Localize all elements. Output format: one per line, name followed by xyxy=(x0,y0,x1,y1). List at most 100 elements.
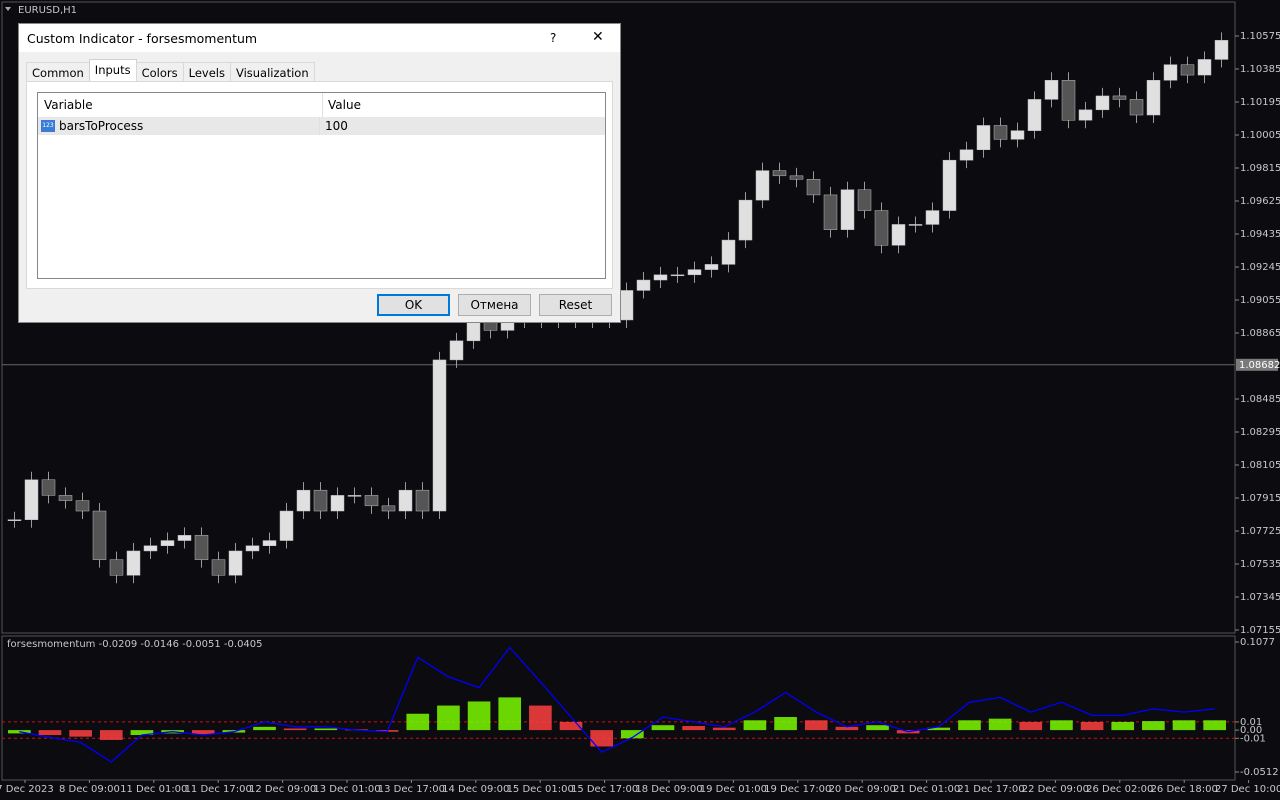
candle xyxy=(619,290,634,321)
candle xyxy=(1112,95,1127,100)
indicator-tick-label: 0.1077 xyxy=(1240,637,1275,648)
candle xyxy=(364,495,379,507)
histogram-bar xyxy=(437,705,460,731)
time-label: 15 Dec 01:00 xyxy=(507,784,574,795)
price-tick-label: 1.08295 xyxy=(1240,427,1280,438)
histogram-bar xyxy=(1080,721,1104,731)
histogram-bar xyxy=(314,728,338,731)
histogram-bar xyxy=(1050,720,1073,731)
int-icon: 123 xyxy=(41,120,55,132)
candle xyxy=(466,319,481,342)
candle xyxy=(721,239,736,265)
candle xyxy=(279,510,294,541)
histogram-bar xyxy=(743,720,767,731)
price-tick-label: 1.07155 xyxy=(1240,625,1280,636)
indicator-panel xyxy=(1,635,1236,781)
time-label: 13 Dec 17:00 xyxy=(378,784,445,795)
candle xyxy=(211,559,226,576)
tab[interactable]: Common xyxy=(26,62,90,83)
histogram-bar xyxy=(774,717,797,731)
histogram-bar xyxy=(835,726,859,731)
price-tick-label: 1.07535 xyxy=(1240,559,1280,570)
price-tick-label: 1.08485 xyxy=(1240,394,1280,405)
candle xyxy=(670,274,685,277)
candle xyxy=(687,269,702,276)
candle xyxy=(228,550,243,576)
time-label: 7 Dec 2023 xyxy=(0,784,54,795)
histogram-bar xyxy=(38,730,62,736)
candle xyxy=(1146,80,1161,116)
histogram-bar xyxy=(1019,721,1043,731)
momentum-line xyxy=(19,646,1215,763)
time-label: 11 Dec 01:00 xyxy=(120,784,187,795)
candle xyxy=(24,479,39,520)
candle xyxy=(1010,130,1025,140)
candle xyxy=(449,340,464,361)
price-tick-label: 1.09435 xyxy=(1240,229,1280,240)
histogram-bar xyxy=(988,718,1012,731)
candle xyxy=(636,279,651,291)
close-button[interactable]: ✕ xyxy=(592,29,604,45)
tab-panel: Variable Value 123 barsToProcess 100 xyxy=(26,81,613,289)
table-header: Variable Value xyxy=(38,93,605,117)
candle xyxy=(177,535,192,541)
histogram-bar xyxy=(927,727,951,731)
histogram-bar xyxy=(651,725,675,731)
candle xyxy=(126,550,141,576)
histogram-bar xyxy=(529,705,552,731)
candle xyxy=(296,489,311,512)
candle xyxy=(925,210,940,225)
time-label: 21 Dec 01:00 xyxy=(893,784,960,795)
histogram-bar xyxy=(498,697,522,731)
tab[interactable]: Colors xyxy=(135,62,184,83)
time-label: 11 Dec 17:00 xyxy=(185,784,252,795)
tab[interactable]: Levels xyxy=(182,62,231,83)
time-label: 18 Dec 09:00 xyxy=(635,784,702,795)
cancel-button[interactable]: Отмена xyxy=(458,294,531,316)
candle xyxy=(823,194,838,230)
price-tick-label: 1.09055 xyxy=(1240,295,1280,306)
histogram-bar xyxy=(682,726,705,731)
price-tick-label: 1.08105 xyxy=(1240,460,1280,471)
dialog-title: Custom Indicator - forsesmomentum xyxy=(27,31,258,46)
variable-value[interactable]: 100 xyxy=(325,119,348,133)
time-label: 26 Dec 18:00 xyxy=(1151,784,1218,795)
candle xyxy=(330,495,345,512)
inputs-table: Variable Value 123 barsToProcess 100 xyxy=(37,92,606,279)
candle xyxy=(1095,95,1110,111)
help-button[interactable]: ? xyxy=(550,31,557,45)
histogram-bar xyxy=(253,726,276,731)
ok-button[interactable]: OK xyxy=(377,294,450,316)
candle xyxy=(313,489,328,512)
histogram-bar xyxy=(1203,720,1226,731)
reset-button[interactable]: Reset xyxy=(539,294,612,316)
candle xyxy=(1214,40,1229,60)
histogram-bar xyxy=(712,727,736,731)
candle xyxy=(381,505,396,512)
histogram-bar xyxy=(621,730,644,739)
candle xyxy=(993,125,1008,140)
table-row[interactable]: 123 barsToProcess 100 xyxy=(38,117,605,135)
indicator-tick-label: 0.01 xyxy=(1240,717,1262,728)
candle xyxy=(1027,99,1042,131)
symbol-label: EURUSD,H1 xyxy=(18,5,77,16)
candle xyxy=(1197,59,1212,76)
price-tick-label: 1.10195 xyxy=(1240,97,1280,108)
candle xyxy=(1078,109,1093,121)
candle xyxy=(840,189,855,230)
candle xyxy=(755,170,770,201)
time-label: 12 Dec 09:00 xyxy=(249,784,316,795)
tab-active[interactable]: Inputs xyxy=(88,59,137,83)
time-label: 27 Dec 10:00 xyxy=(1215,784,1280,795)
price-tick-label: 1.10575 xyxy=(1240,31,1280,42)
candle xyxy=(7,519,22,521)
candle xyxy=(891,224,906,246)
histogram-bar xyxy=(590,730,613,747)
histogram-bar xyxy=(958,720,981,731)
tab[interactable]: Visualization xyxy=(229,62,315,83)
candle xyxy=(1061,80,1076,121)
candle xyxy=(959,149,974,161)
tabs: Common Inputs Colors Levels Visualizatio… xyxy=(26,59,315,83)
header-cell: Value xyxy=(328,98,361,112)
